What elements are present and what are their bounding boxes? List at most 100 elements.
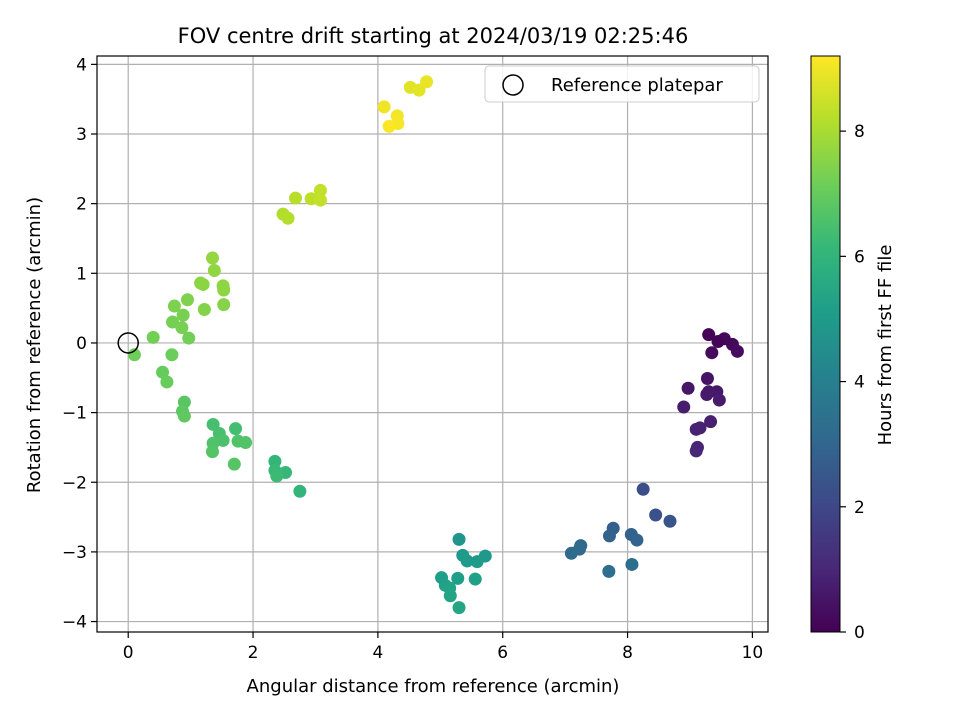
data-point: [420, 75, 434, 89]
x-axis-ticks: 0 2 4 6 8 10: [123, 632, 763, 663]
data-point: [681, 381, 695, 395]
data-point: [181, 293, 195, 307]
data-point: [452, 532, 466, 546]
x-tick-label: 2: [248, 643, 259, 663]
y-tick-label: −2: [62, 473, 87, 493]
data-point: [217, 283, 231, 297]
data-point: [451, 571, 465, 585]
data-point: [196, 277, 210, 291]
colorbar-tick-label: 6: [854, 247, 865, 267]
data-point: [167, 299, 181, 313]
data-point: [712, 393, 726, 407]
data-point: [702, 328, 716, 342]
data-point: [382, 119, 396, 133]
data-point: [205, 445, 219, 459]
y-tick-label: −4: [62, 613, 87, 633]
data-point: [165, 348, 179, 362]
data-point: [197, 303, 211, 317]
data-point: [281, 211, 295, 225]
colorbar-ticks: 0 2 4 6 8: [840, 122, 865, 643]
x-tick-label: 8: [622, 643, 633, 663]
colorbar-tick-label: 8: [854, 122, 865, 142]
data-point: [705, 346, 719, 360]
y-axis-label: Rotation from reference (arcmin): [24, 197, 45, 493]
data-point: [175, 321, 189, 335]
y-tick-label: 0: [76, 334, 87, 354]
y-axis-ticks: −4 −3 −2 −1 0 1 2 3 4: [62, 55, 97, 633]
y-tick-label: 1: [76, 264, 87, 284]
data-point: [313, 193, 327, 207]
data-point: [460, 554, 474, 568]
legend-box: [484, 65, 760, 103]
data-point: [216, 433, 230, 447]
data-point: [730, 344, 744, 358]
data-point: [268, 454, 282, 468]
colorbar-gradient: [810, 55, 841, 633]
x-tick-label: 4: [372, 643, 383, 663]
data-point: [313, 183, 327, 197]
data-point: [470, 555, 484, 569]
data-point: [630, 533, 644, 547]
data-point: [602, 529, 616, 543]
data-point: [127, 348, 141, 362]
data-point: [166, 315, 180, 329]
data-point: [239, 436, 253, 450]
y-tick-label: 3: [76, 125, 87, 145]
data-point: [217, 298, 231, 312]
data-point: [182, 331, 196, 345]
colorbar: 0 2 4 6 8 Hours from first FF file: [810, 55, 896, 643]
data-point: [625, 557, 639, 571]
grid: [97, 56, 768, 632]
data-point: [649, 508, 663, 522]
colorbar-tick-label: 2: [854, 498, 865, 518]
x-tick-label: 0: [123, 643, 134, 663]
data-point: [689, 444, 703, 458]
data-point: [663, 514, 677, 528]
colorbar-tick-label: 0: [854, 623, 865, 643]
legend: Reference platepar: [484, 65, 760, 103]
data-point: [636, 482, 650, 496]
data-point: [700, 371, 714, 385]
data-point: [207, 264, 221, 278]
y-tick-label: −3: [62, 543, 87, 563]
legend-marker-open-circle: [502, 74, 524, 96]
data-point: [443, 589, 457, 603]
data-point: [177, 409, 191, 423]
data-point: [377, 100, 391, 114]
data-point: [146, 330, 160, 344]
x-axis-label: Angular distance from reference (arcmin): [247, 676, 620, 697]
data-point: [564, 546, 578, 560]
x-tick-label: 10: [742, 643, 764, 663]
x-tick-label: 6: [497, 643, 508, 663]
y-tick-label: −1: [62, 404, 87, 424]
colorbar-label: Hours from first FF file: [875, 245, 896, 446]
data-point: [689, 422, 703, 436]
data-point: [468, 572, 482, 586]
data-point: [270, 469, 284, 483]
data-point: [205, 251, 219, 265]
data-point: [602, 564, 616, 578]
data-point: [677, 400, 691, 414]
plot-area-frame: [96, 55, 769, 633]
chart-title: FOV centre drift starting at 2024/03/19 …: [178, 24, 689, 48]
data-point: [700, 387, 714, 401]
data-point: [176, 308, 190, 322]
data-point: [288, 191, 302, 205]
data-point: [711, 335, 725, 349]
data-point: [206, 417, 220, 431]
y-tick-label: 2: [76, 195, 87, 215]
data-point: [229, 422, 243, 436]
data-point: [227, 457, 241, 471]
reference-platepar-marker: [117, 332, 139, 354]
data-point: [160, 375, 174, 389]
data-points: [117, 75, 744, 615]
data-point: [156, 365, 170, 379]
y-tick-label: 4: [76, 55, 87, 75]
data-point: [452, 601, 466, 615]
data-point: [704, 415, 718, 429]
legend-entry-label: Reference platepar: [551, 75, 723, 96]
colorbar-tick-label: 4: [854, 373, 865, 393]
data-point: [293, 484, 307, 498]
